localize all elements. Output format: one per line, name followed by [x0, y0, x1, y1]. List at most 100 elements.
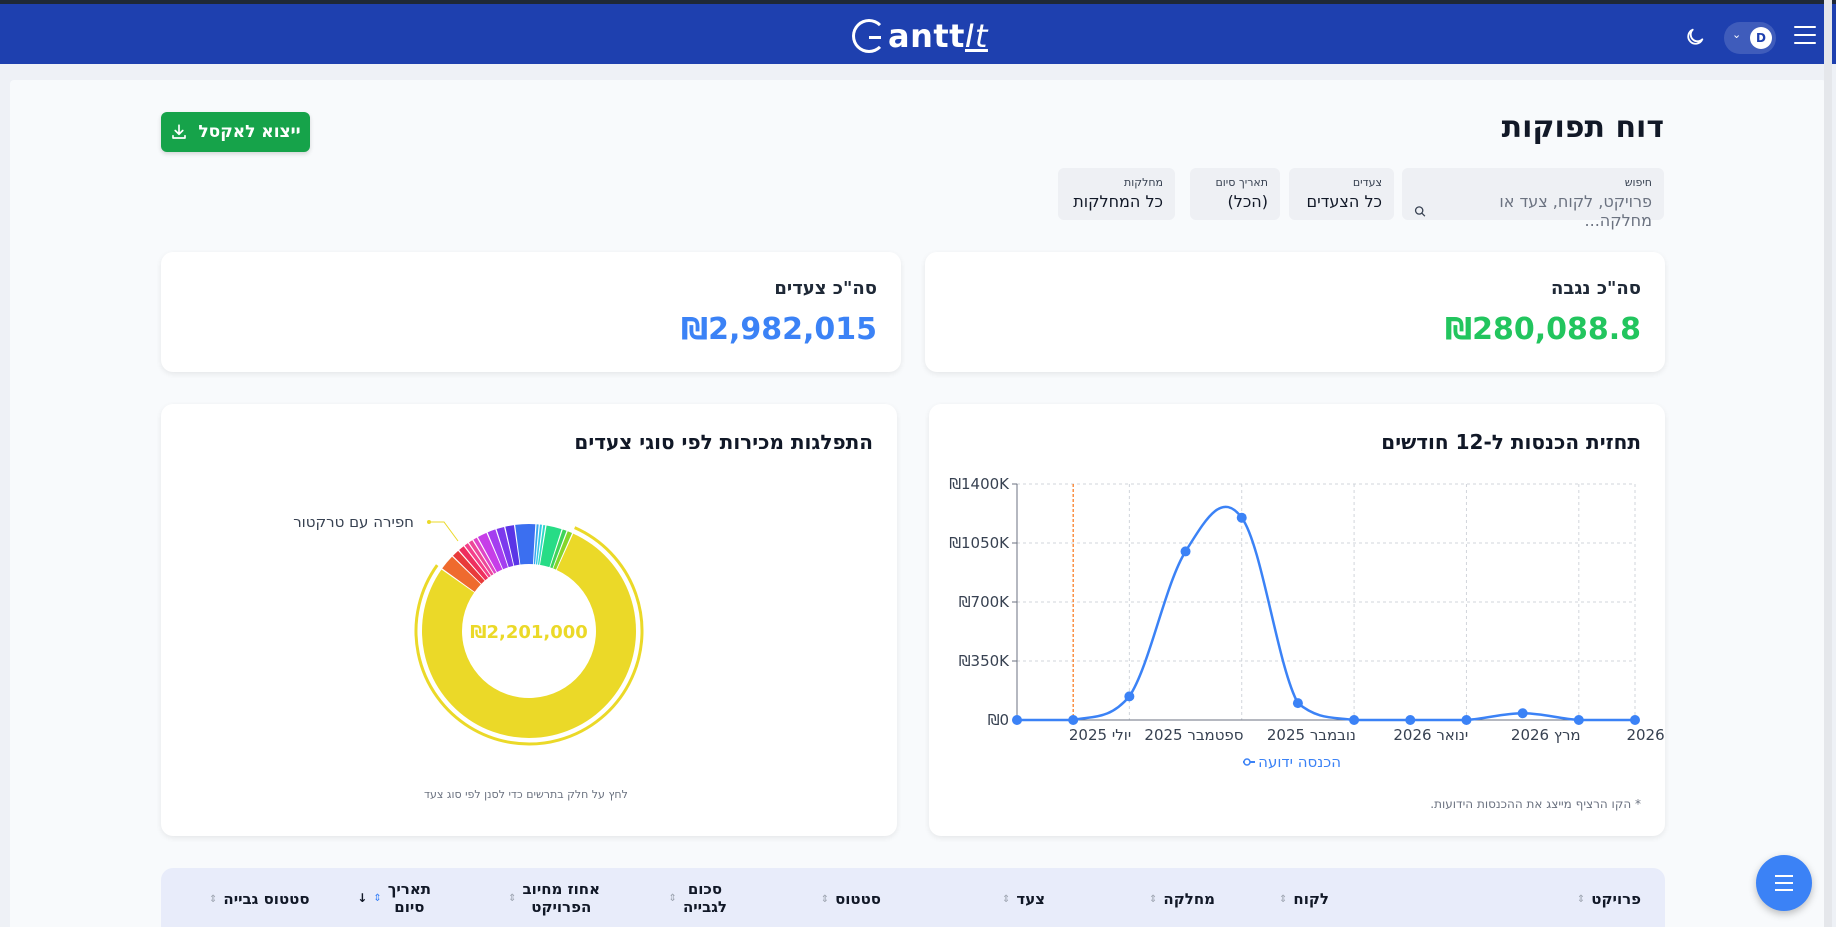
- sort-icon: ⇕: [1149, 893, 1158, 905]
- forecast-grid: [1012, 483, 1636, 721]
- sort-desc-arrow-icon: ↓: [357, 891, 368, 905]
- logo-g-icon: [852, 19, 886, 53]
- legend-marker: [1243, 758, 1251, 766]
- x-tick-label: יולי 2025: [1069, 726, 1131, 744]
- y-tick-label: ₪700K: [959, 593, 1010, 611]
- y-tick-label: ₪0: [988, 711, 1009, 729]
- collected-value: ₪280,088.8: [1444, 312, 1641, 347]
- col-tool[interactable]: צעד ⇕: [1002, 890, 1045, 908]
- callout-dot: [427, 520, 431, 524]
- collected-stat-card: סה"כ נגבה ₪280,088.8: [925, 252, 1665, 372]
- scrollbar[interactable]: [1824, 0, 1832, 927]
- user-menu-button[interactable]: D ⌄: [1724, 22, 1776, 54]
- sort-icon: ⇕: [1576, 893, 1586, 905]
- donut-slice[interactable]: [515, 524, 536, 565]
- forecast-legend: הכנסה ידועה: [1243, 753, 1341, 771]
- col-client[interactable]: לקוח ⇕: [1279, 890, 1329, 908]
- logo-text: antt: [888, 17, 965, 55]
- end-date-filter-select[interactable]: תאריך סיום (הכל): [1190, 168, 1280, 220]
- col-project[interactable]: פרויקט ⇕: [1576, 890, 1641, 908]
- donut-slice[interactable]: [537, 524, 546, 565]
- donut-slice[interactable]: [487, 529, 508, 570]
- sort-icon: ⇕: [820, 893, 830, 905]
- top-navbar: antt It D ⌄: [0, 0, 1836, 64]
- departments-filter-value: כל המחלקות: [1073, 192, 1163, 211]
- main-menu-icon[interactable]: [1794, 26, 1816, 44]
- donut-slice[interactable]: [505, 525, 520, 566]
- forecast-title: תחזית הכנסות ל-12 חודשים: [1381, 430, 1641, 454]
- forecast-data-point: [1068, 715, 1079, 725]
- legend-label: הכנסה ידועה: [1258, 753, 1341, 771]
- total-tools-value: ₪2,982,015: [680, 312, 877, 347]
- total-tools-stat-card: סה"כ צעדים ₪2,982,015: [161, 252, 901, 372]
- x-tick-label: מאי 2026: [1626, 726, 1665, 744]
- forecast-data-point: [1405, 715, 1416, 725]
- end-date-filter-value: (הכל): [1227, 192, 1269, 211]
- col-status[interactable]: סטטוס ⇕: [820, 890, 881, 908]
- sort-icon: ⇕: [1002, 893, 1011, 905]
- end-date-filter-label: תאריך סיום: [1215, 176, 1268, 189]
- forecast-data-point: [1630, 715, 1640, 725]
- collected-label: סה"כ נגבה: [1551, 278, 1641, 299]
- donut-slice[interactable]: [473, 537, 497, 574]
- logo-text-it: It: [964, 17, 988, 55]
- callout-label: חפירה עם טרקטור: [293, 513, 414, 531]
- page-title: דוח תפוקות: [1501, 110, 1664, 145]
- sort-icon: ⇕: [508, 892, 517, 904]
- search-label: חיפוש: [1624, 176, 1652, 189]
- donut-slice[interactable]: [468, 540, 494, 576]
- y-tick-label: ₪1400K: [949, 475, 1010, 493]
- app-logo[interactable]: antt It: [852, 16, 988, 56]
- donut-slice[interactable]: [550, 529, 567, 569]
- donut-slice[interactable]: [459, 546, 489, 581]
- donut-center-value: ₪2,201,000: [470, 622, 588, 643]
- col-collection-status[interactable]: סטטוס גבייה ⇕: [209, 890, 310, 908]
- forecast-chart-card: תחזית הכנסות ל-12 חודשים ₪0 ₪350K ₪700K ₪10…: [929, 404, 1665, 836]
- donut-slice[interactable]: [452, 550, 485, 584]
- forecast-data-point: [1349, 715, 1360, 725]
- distribution-donut-chart[interactable]: חפירה עם טרקטור ₪2,201,000: [161, 404, 897, 836]
- col-department[interactable]: מחלקה ⇕: [1149, 890, 1215, 908]
- forecast-data-point: [1236, 512, 1247, 523]
- tools-filter-select[interactable]: צעדים כל הצעדים: [1289, 168, 1394, 220]
- donut-slice[interactable]: [442, 556, 481, 592]
- x-tick-label: נובמבר 2025: [1267, 726, 1356, 744]
- col-end-date[interactable]: תאריך סיום ⇕ ↓: [357, 880, 431, 916]
- donut-slice[interactable]: [464, 543, 491, 578]
- x-tick-label: מרץ 2026: [1511, 726, 1581, 744]
- donut-slice[interactable]: [535, 524, 542, 565]
- search-input[interactable]: פרויקט, לקוח, צעד או מחלקה...: [1414, 192, 1652, 230]
- tools-filter-label: צעדים: [1352, 176, 1382, 189]
- tools-filter-value: כל הצעדים: [1306, 192, 1382, 211]
- sort-icon: ⇕: [668, 892, 677, 904]
- search-icon: [1414, 205, 1426, 217]
- export-excel-button[interactable]: ייצוא לאקסל: [161, 112, 310, 152]
- distribution-footnote: לחץ על חלק בתרשים כדי לסנן לפי סוג צעד: [424, 788, 628, 801]
- floating-menu-button[interactable]: [1756, 855, 1812, 911]
- departments-filter-select[interactable]: מחלקות כל המחלקות: [1058, 168, 1175, 220]
- col-amount[interactable]: סכום לגבייה ⇕: [668, 880, 727, 916]
- forecast-line-chart[interactable]: ₪0 ₪350K ₪700K ₪1050K ₪1400K יולי 2025 ספטמבר …: [929, 404, 1665, 836]
- donut-slice[interactable]: [540, 525, 562, 568]
- donut-slice[interactable]: [477, 532, 503, 573]
- donut-slice[interactable]: [422, 533, 636, 738]
- col-percent[interactable]: אחוז מחיוב הפרויקט ⇕: [508, 880, 600, 916]
- forecast-series-line: [1016, 505, 1635, 722]
- chevron-down-icon: ⌄: [1732, 28, 1742, 41]
- sort-icon: ⇕: [209, 893, 218, 905]
- forecast-data-point: [1124, 691, 1135, 702]
- forecast-data-point: [1292, 698, 1303, 709]
- sort-active-icon: ⇕: [373, 892, 382, 904]
- donut-slice[interactable]: [533, 524, 539, 565]
- forecast-data-point: [1517, 708, 1528, 719]
- departments-filter-label: מחלקות: [1124, 176, 1163, 189]
- donut-slice[interactable]: [496, 526, 514, 568]
- search-filter[interactable]: חיפוש פרויקט, לקוח, צעד או מחלקה...: [1402, 168, 1664, 230]
- donut-slice[interactable]: [553, 531, 573, 570]
- distribution-title: התפלגות מכירות לפי סוגי צעדים: [574, 430, 873, 454]
- forecast-data-point: [1573, 715, 1584, 725]
- dark-mode-moon-icon[interactable]: [1684, 26, 1706, 48]
- total-tools-label: סה"כ צעדים: [774, 278, 877, 299]
- outputs-table-header: פרויקט ⇕ לקוח ⇕ מחלקה ⇕ צעד ⇕ סטטוס ⇕ סכום לגב…: [161, 868, 1665, 927]
- x-tick-label: ספטמבר 2025: [1144, 726, 1243, 744]
